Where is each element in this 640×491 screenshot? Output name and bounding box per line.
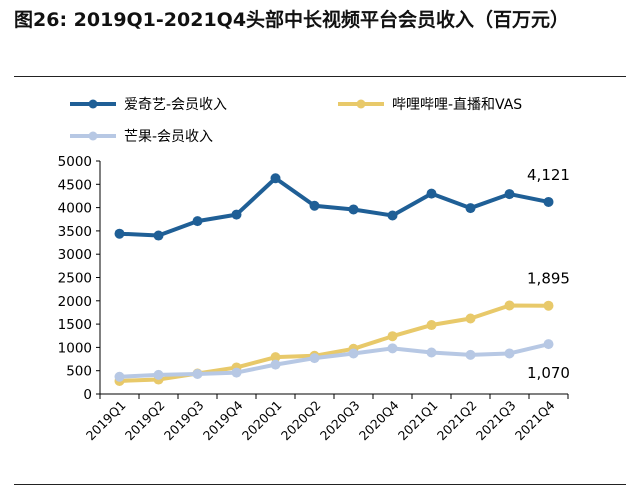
series-2-point-10	[504, 348, 515, 359]
series-1-point-7	[387, 331, 398, 342]
series-line-2	[119, 342, 549, 379]
x-tick-label-1: 2019Q2	[122, 398, 168, 444]
series-2-point-6	[348, 348, 359, 359]
series-0-point-4	[270, 173, 281, 184]
y-tick-label-6: 3000	[58, 247, 92, 263]
series-2-point-5	[309, 353, 320, 364]
x-tick-label-9: 2021Q2	[434, 398, 480, 444]
series-2-point-1	[153, 369, 164, 380]
series-0-point-6	[348, 204, 359, 215]
y-tick-label-0: 0	[83, 387, 92, 403]
y-tick-label-3: 1500	[58, 317, 92, 333]
series-2-point-7	[387, 343, 398, 354]
series-2-point-3	[231, 367, 242, 378]
bottom-divider	[14, 484, 626, 485]
series-2-point-8	[426, 347, 437, 358]
series-0-point-10	[504, 189, 515, 200]
series-0-point-8	[426, 188, 437, 199]
legend-label-1: 哔哩哔哩-直播和VAS	[392, 96, 522, 113]
series-0-point-1	[153, 230, 164, 241]
y-tick-label-5: 2500	[58, 271, 92, 287]
series-0-point-9	[465, 203, 476, 214]
y-tick-label-4: 2000	[58, 294, 92, 310]
y-tick-label-10: 5000	[58, 154, 92, 170]
chart-series	[114, 173, 554, 386]
series-2-point-9	[465, 349, 476, 360]
chart-data-labels: 4,121 1,895 1,070	[527, 166, 570, 382]
x-tick-label-6: 2020Q3	[317, 398, 363, 444]
series-2-point-11	[543, 339, 554, 350]
x-tick-label-11: 2021Q4	[512, 397, 558, 443]
title-divider	[14, 76, 626, 77]
series-line-0	[119, 176, 549, 238]
series-2-point-2	[192, 368, 203, 379]
legend-marker-0	[88, 99, 98, 109]
x-tick-label-3: 2019Q4	[200, 397, 246, 443]
y-tick-label-8: 4000	[58, 201, 92, 217]
data-label-0: 4,121	[527, 166, 570, 184]
series-0-point-5	[309, 200, 320, 211]
figure-title: 图26: 2019Q1-2021Q4头部中长视频平台会员收入（百万元）	[14, 9, 570, 31]
legend-label-2: 芒果-会员收入	[124, 129, 213, 145]
series-1-point-8	[426, 320, 437, 331]
x-tick-label-0: 2019Q1	[83, 398, 129, 444]
series-0-point-2	[192, 216, 203, 227]
series-0-point-7	[387, 210, 398, 221]
series-0-point-3	[231, 209, 242, 220]
series-0-point-0	[114, 228, 125, 239]
series-1-point-4	[270, 352, 281, 363]
legend-marker-2	[88, 131, 98, 141]
series-1-point-10	[504, 300, 515, 311]
legend-marker-1	[356, 99, 366, 109]
y-tick-label-7: 3500	[58, 224, 92, 240]
chart-axes: 0 500 1000 1500 2000 2500 3000 3500 4000 4500 5000…	[58, 154, 569, 444]
series-2-point-4	[270, 359, 281, 370]
series-line-1	[119, 303, 549, 383]
data-label-2: 1,070	[527, 364, 570, 382]
series-1-point-9	[465, 313, 476, 324]
chart-legend: 爱奇艺-会员收入 哔哩哔哩-直播和VAS 芒果-会员收入	[70, 96, 522, 145]
x-tick-label-2: 2019Q3	[161, 398, 207, 444]
series-0-point-11	[543, 196, 554, 207]
data-label-1: 1,895	[527, 270, 570, 288]
x-tick-label-7: 2020Q4	[356, 397, 402, 443]
y-tick-label-9: 4500	[58, 177, 92, 193]
x-tick-label-5: 2020Q2	[278, 398, 324, 444]
legend-label-0: 爱奇艺-会员收入	[124, 96, 227, 113]
x-tick-label-10: 2021Q3	[473, 398, 519, 444]
series-2-point-0	[114, 371, 125, 382]
x-tick-label-4: 2020Q1	[239, 398, 285, 444]
y-tick-label-1: 500	[66, 364, 92, 380]
y-tick-label-2: 1000	[58, 340, 92, 356]
series-1-point-11	[543, 300, 554, 311]
x-tick-label-8: 2021Q1	[395, 398, 441, 444]
